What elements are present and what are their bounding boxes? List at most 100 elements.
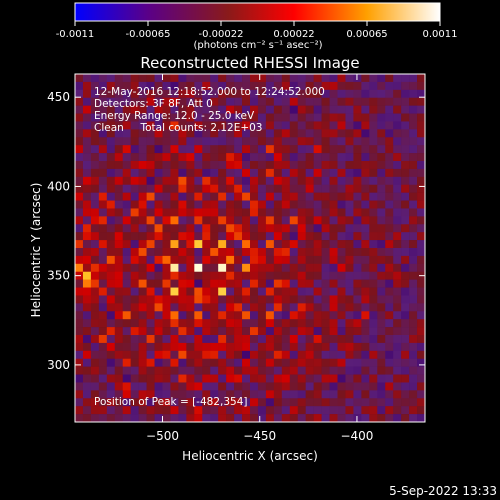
heatmap-cell	[377, 366, 386, 375]
heatmap-cell	[98, 295, 108, 304]
x-tick-label: −450	[243, 429, 276, 443]
heatmap-cell	[385, 97, 394, 106]
heatmap-cell	[273, 137, 283, 146]
heatmap-cell	[75, 335, 84, 344]
heatmap-cell	[265, 184, 275, 193]
heatmap-cell	[75, 192, 84, 201]
footer-date: 5-Sep-2022 13:33	[389, 484, 497, 498]
heatmap-cell	[281, 295, 291, 304]
heatmap-cell	[218, 97, 227, 106]
heatmap-cell	[393, 168, 402, 178]
annotation-clean: Clean Total counts: 2.12E+03	[94, 122, 263, 134]
heatmap-cell	[106, 311, 116, 320]
heatmap-cell	[257, 366, 267, 375]
heatmap-cell	[313, 129, 322, 138]
heatmap-cell	[265, 390, 275, 399]
heatmap-cell	[273, 208, 283, 217]
heatmap-cell	[321, 153, 330, 162]
heatmap-cell	[226, 145, 235, 154]
heatmap-cell	[313, 263, 322, 273]
plot-frame	[74, 73, 426, 423]
heatmap-cell	[417, 398, 426, 407]
heatmap-cell	[289, 406, 299, 415]
heatmap-cell	[122, 311, 131, 320]
heatmap-cell	[265, 311, 275, 320]
heatmap-cell	[385, 224, 394, 233]
heatmap-cell	[82, 232, 92, 241]
heatmap-cell	[369, 192, 378, 201]
heatmap-cell	[154, 303, 163, 312]
heatmap-cell	[234, 129, 243, 138]
heatmap-cell	[178, 129, 187, 138]
heatmap-cell	[417, 97, 426, 106]
heatmap-cell	[297, 184, 306, 193]
heatmap-cell	[154, 232, 163, 241]
heatmap-cell	[90, 232, 100, 241]
heatmap-cell	[369, 113, 378, 122]
heatmap-cell	[273, 342, 283, 352]
heatmap-cell	[345, 161, 354, 170]
heatmap-cell	[122, 319, 131, 328]
heatmap-cell	[401, 311, 410, 320]
heatmap-cell	[345, 184, 354, 193]
heatmap-cell	[417, 255, 426, 265]
heatmap-cell	[178, 232, 187, 241]
heatmap-cell	[377, 200, 386, 209]
heatmap-cell	[297, 342, 306, 352]
heatmap-cell	[345, 208, 354, 217]
heatmap-cell	[154, 350, 163, 360]
heatmap-cell	[170, 145, 179, 154]
heatmap-cell	[250, 374, 259, 383]
heatmap-cell	[122, 279, 131, 288]
heatmap-cell	[281, 279, 291, 288]
heatmap-cell	[210, 319, 219, 328]
heatmap-cell	[265, 327, 275, 336]
heatmap-cell	[114, 327, 124, 336]
heatmap-cell	[186, 113, 195, 122]
heatmap-cell	[329, 327, 338, 336]
heatmap-cell	[369, 145, 378, 154]
heatmap-cell	[218, 287, 227, 296]
heatmap-cell	[345, 248, 354, 257]
heatmap-cell	[106, 129, 116, 138]
heatmap-cell	[130, 255, 139, 265]
heatmap-cell	[337, 311, 346, 320]
heatmap-cell	[401, 184, 410, 193]
heatmap-cell	[154, 287, 163, 296]
heatmap-cell	[353, 287, 362, 296]
heatmap-cell	[250, 240, 259, 249]
heatmap-cell	[82, 342, 92, 352]
heatmap-cell	[281, 161, 291, 170]
heatmap-cell	[337, 89, 346, 99]
heatmap-cell	[242, 192, 251, 201]
heatmap-cell	[377, 168, 386, 178]
heatmap-cell	[98, 271, 108, 280]
heatmap-cell	[353, 81, 362, 91]
heatmap-cell	[186, 74, 195, 83]
heatmap-cell	[82, 406, 92, 415]
heatmap-cell	[369, 271, 378, 280]
heatmap-cell	[98, 342, 108, 352]
heatmap-cell	[82, 184, 92, 193]
heatmap-cell	[130, 414, 139, 423]
heatmap-cell	[257, 137, 267, 146]
heatmap-cell	[90, 311, 100, 320]
heatmap-cell	[297, 406, 306, 415]
heatmap-cell	[313, 398, 322, 407]
heatmap-cell	[210, 390, 219, 399]
heatmap-cell	[114, 216, 124, 225]
heatmap-cell	[178, 319, 187, 328]
heatmap-cell	[345, 358, 354, 367]
heatmap-cell	[178, 208, 187, 217]
heatmap-cell	[138, 287, 147, 296]
heatmap-cell	[329, 105, 338, 114]
heatmap-cell	[234, 200, 243, 209]
heatmap-cell	[218, 279, 227, 288]
heatmap-cell	[305, 161, 314, 170]
heatmap-cell	[202, 200, 211, 209]
heatmap-cell	[321, 161, 330, 170]
heatmap-cell	[393, 97, 402, 106]
heatmap-cell	[409, 406, 418, 415]
heatmap-cell	[122, 216, 131, 225]
heatmap-cell	[305, 89, 314, 99]
